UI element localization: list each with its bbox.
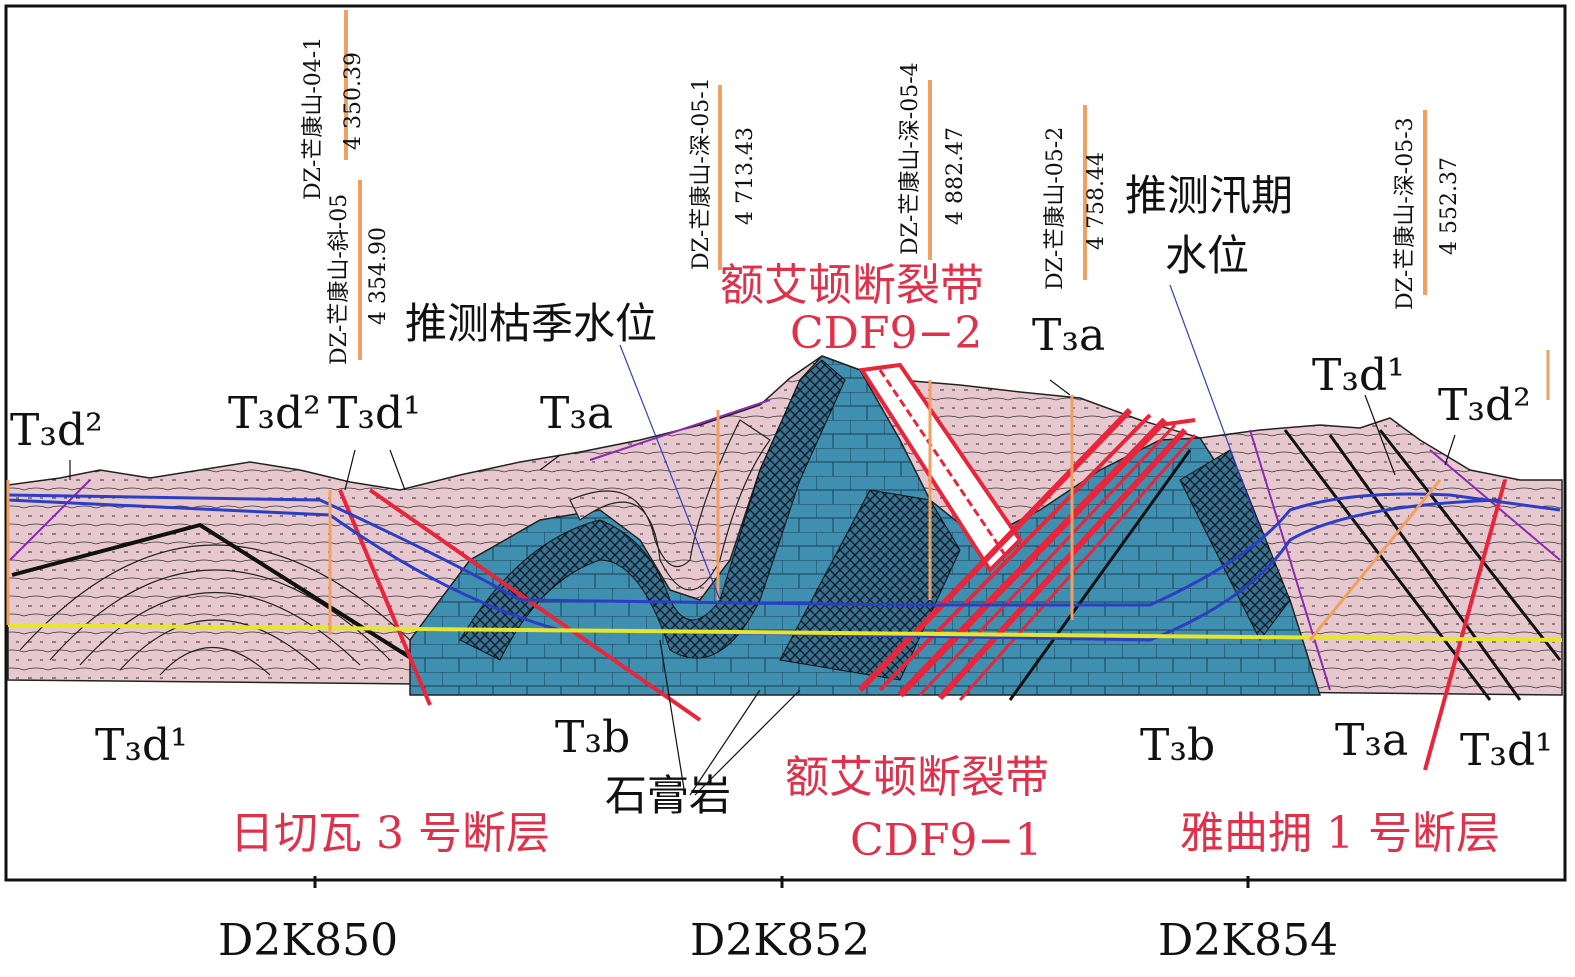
borehole-05-2-name: DZ-芒康山-05-2 — [1043, 127, 1068, 290]
station-d2k850: D2K850 — [218, 915, 398, 966]
tunnel-line — [7, 623, 1563, 642]
red-faults — [338, 418, 1507, 771]
borehole-05-3-name: DZ-芒康山-深-05-3 — [1393, 117, 1418, 310]
syncline-inlay — [569, 419, 771, 591]
label-t3b-west: T₃b — [555, 712, 630, 763]
label-t3a-east-top: T₃a — [1032, 310, 1105, 361]
label-t3d2-center: T₃d² — [228, 388, 321, 439]
borehole-05-2-elev: 4 758.44 — [1084, 152, 1109, 250]
station-d2k854: D2K854 — [1158, 915, 1338, 966]
flood-season-water-label-2: 水位 — [1165, 231, 1249, 280]
label-t3d1-east-top: T₃d¹ — [1312, 350, 1405, 401]
flood-season-water-label-1: 推测汛期 — [1125, 171, 1293, 220]
gypsum-band-west — [459, 359, 846, 661]
borehole-05-name: DZ-芒康山-斜-05 — [327, 194, 352, 365]
left-marker-bed — [11, 522, 432, 672]
station-ticks — [313, 876, 1250, 888]
riqiewa-fault-label: 日切瓦 3 号断层 — [230, 808, 550, 859]
borehole-labels: DZ-芒康山-04-1 4 350.39 DZ-芒康山-斜-05 4 354.9… — [301, 37, 1462, 365]
borehole-04-1-elev: 4 350.39 — [341, 52, 366, 150]
station-d2k852: D2K852 — [690, 915, 870, 966]
label-t3d1-west-bottom: T₃d¹ — [95, 720, 188, 771]
label-t3d1-east-bottom: T₃d¹ — [1460, 725, 1553, 776]
borehole-05-3-elev: 4 552.37 — [1437, 157, 1462, 255]
cdf9-2-label-line2: CDF9−2 — [790, 308, 982, 359]
borehole-05-4-name: DZ-芒康山-深-05-4 — [898, 62, 923, 255]
cdf9-1-label-line1: 额艾顿断裂带 — [785, 752, 1049, 803]
label-t3d2-east: T₃d² — [1438, 380, 1531, 431]
right-strata-lines — [1008, 429, 1562, 701]
label-t3a-west: T₃a — [540, 388, 613, 439]
borehole-04-1-name: DZ-芒康山-04-1 — [301, 37, 326, 200]
borehole-05-1-elev: 4 713.43 — [733, 127, 758, 225]
left-anticline-strata — [19, 544, 421, 676]
gypsum-label: 石膏岩 — [605, 771, 731, 820]
fault-zone-cdf9-1 — [857, 407, 1197, 701]
fault-zone-cdf9-2 — [858, 362, 1023, 574]
label-t3b-east: T₃b — [1140, 720, 1215, 771]
borehole-05-1-name: DZ-芒康山-深-05-1 — [689, 77, 714, 270]
water-leaders — [619, 284, 1261, 601]
gypsum-band-east — [1179, 449, 1291, 641]
borehole-lines — [6, 10, 1550, 641]
formation-labels: T₃d² T₃d² T₃d¹ T₃a T₃a T₃d¹ T₃d² T₃d¹ T₃… — [10, 310, 1553, 776]
label-t3d2-west: T₃d² — [10, 405, 103, 456]
label-t3a-east-bottom: T₃a — [1335, 715, 1408, 766]
label-t3d1-top: T₃d¹ — [328, 388, 421, 439]
cdf9-1-label-line2: CDF9−1 — [850, 815, 1042, 866]
cdf9-2-label-line1: 额艾顿断裂带 — [720, 260, 984, 311]
borehole-05-elev: 4 354.90 — [366, 227, 391, 325]
dry-season-water-label: 推测枯季水位 — [405, 299, 657, 348]
leader-lines — [69, 379, 1456, 796]
formation-boundaries — [9, 399, 1561, 691]
water-table-lines — [7, 492, 1561, 642]
yaquyong-fault-label: 雅曲拥 1 号断层 — [1180, 808, 1500, 859]
borehole-05-4-elev: 4 882.47 — [943, 127, 968, 225]
